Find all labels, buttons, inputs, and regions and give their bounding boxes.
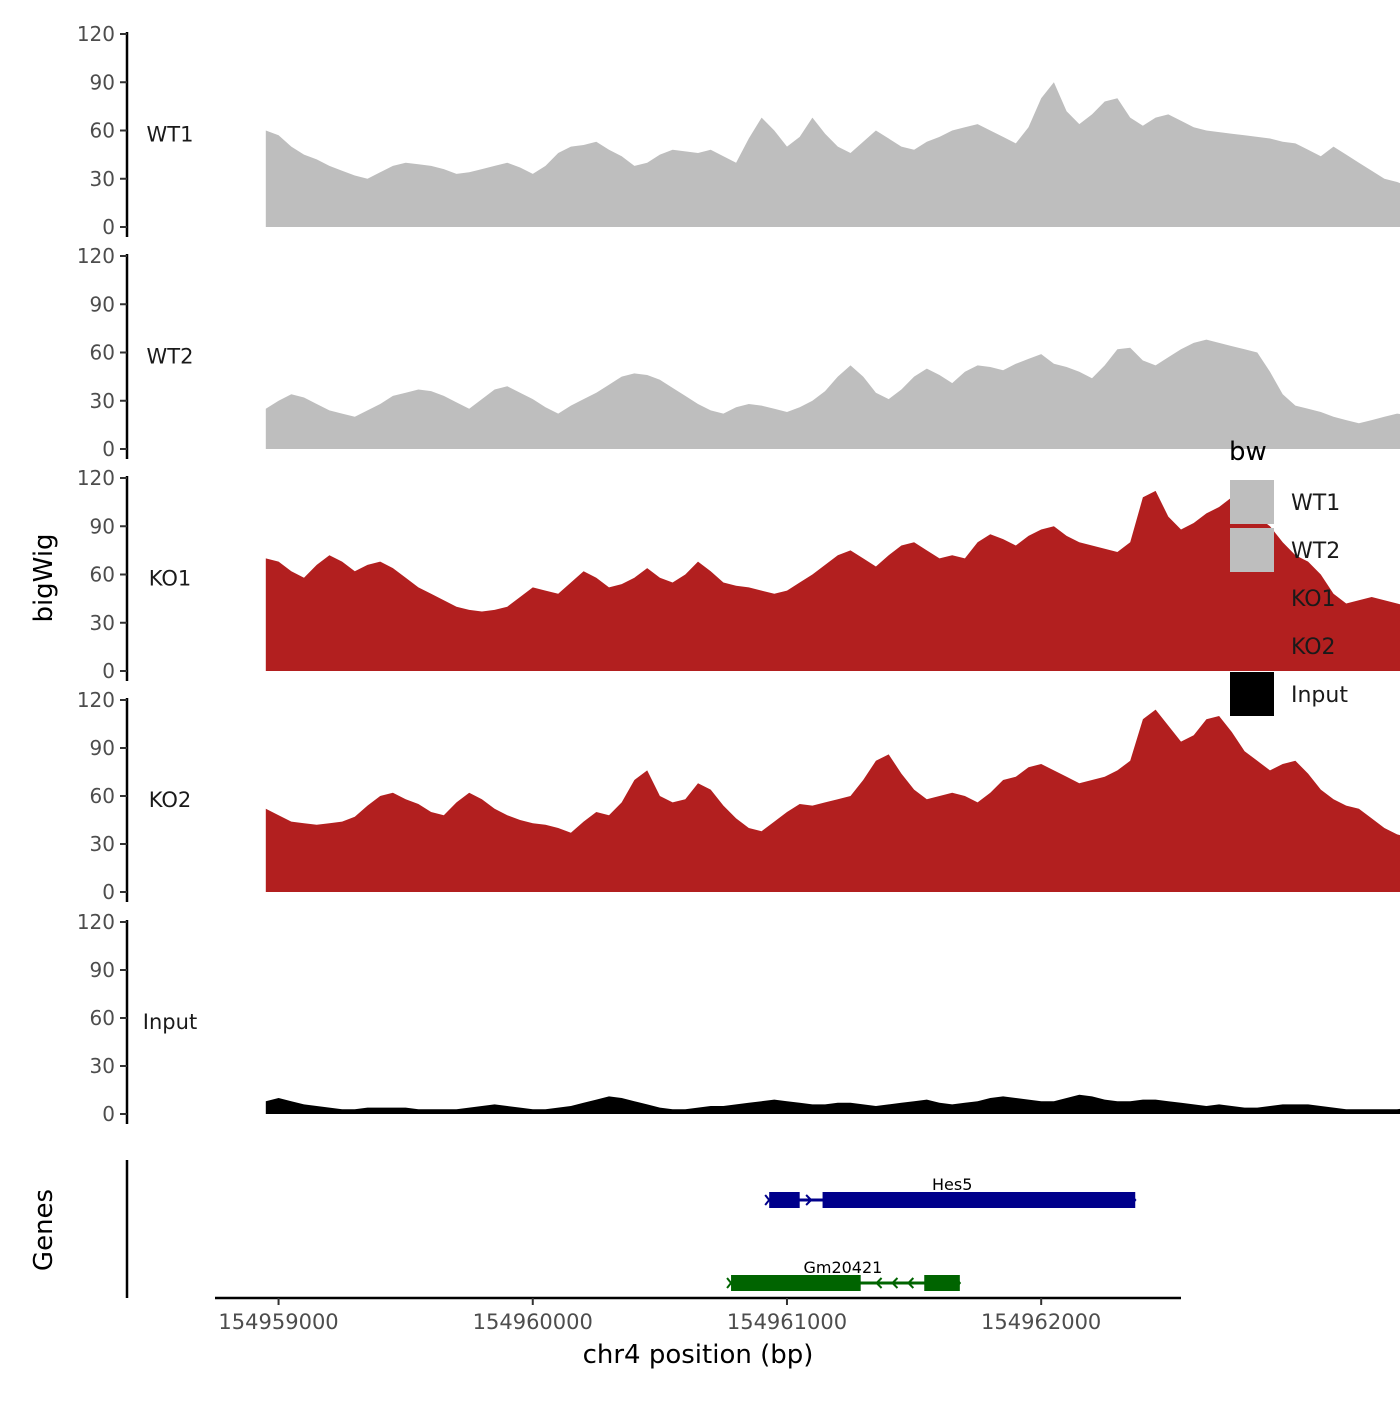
track-input: 0 30 60 90 120 Input [77, 910, 1400, 1126]
area-ko2 [265, 709, 1400, 892]
y-tick-label: 90 [90, 514, 115, 538]
tracks-layer: 0306090120WT10306090120WT20306090120KO10… [77, 22, 1400, 1126]
y-tick-label: 60 [90, 563, 115, 587]
gene-exon [731, 1275, 861, 1291]
track-wt1: 0 30 60 90 120 WT1 [77, 22, 1400, 239]
gene-gm20421: Gm20421 [726, 1258, 962, 1291]
y-tick-label: 0 [102, 437, 115, 461]
x-tick-label: 154961000 [727, 1310, 847, 1334]
legend-title: bw [1229, 437, 1267, 467]
gene-end-cap [955, 1277, 962, 1289]
gene-label-hes5: Hes5 [932, 1175, 972, 1194]
track-label-ko1: KO1 [149, 567, 192, 591]
y-axis-title: bigWig [29, 533, 59, 622]
gene-exon [822, 1192, 1136, 1208]
legend-swatch-input [1230, 672, 1274, 716]
legend: bw WT1 WT2 KO1 KO2 Input [1229, 437, 1348, 716]
track-ko1: 0 30 60 90 120 KO1 [77, 466, 1400, 683]
genes-axis-title: Genes [29, 1189, 59, 1271]
area-input [265, 1094, 1400, 1114]
x-tick-label: 154959000 [218, 1310, 338, 1334]
area-wt1 [265, 82, 1400, 227]
y-tick-label: 0 [102, 215, 115, 239]
genes-layer: Hes5 Gm20421 [125, 1160, 1137, 1298]
gene-label-gm20421: Gm20421 [803, 1258, 882, 1277]
y-tick-label: 120 [77, 22, 115, 46]
x-axis-title: chr4 position (bp) [583, 1340, 814, 1370]
y-tick-label: 30 [90, 167, 115, 191]
area-wt2 [265, 339, 1400, 449]
y-tick-label: 120 [77, 688, 115, 712]
y-tick-label: 60 [90, 341, 115, 365]
y-tick-label: 120 [77, 910, 115, 934]
legend-label-input: Input [1291, 683, 1348, 708]
legend-label-ko1: KO1 [1291, 587, 1336, 612]
y-tick-label: 30 [90, 832, 115, 856]
x-tick-label: 154960000 [473, 1310, 593, 1334]
track-label-ko2: KO2 [149, 788, 192, 812]
legend-swatch-ko1 [1230, 576, 1274, 620]
track-wt2: 0 30 60 90 120 WT2 [77, 244, 1400, 461]
legend-swatch-wt1 [1230, 480, 1274, 524]
legend-label-ko2: KO2 [1291, 635, 1336, 660]
gene-end-cap [1130, 1194, 1137, 1206]
y-tick-label: 90 [90, 736, 115, 760]
y-tick-label: 30 [90, 611, 115, 635]
strand-arrow [906, 1277, 915, 1289]
gene-exon [924, 1275, 960, 1291]
gene-exon [769, 1192, 800, 1208]
y-tick-label: 90 [90, 70, 115, 94]
gene-end-cap [764, 1194, 771, 1206]
x-axis: 154959000 154960000 154961000 154962000 [215, 1296, 1181, 1334]
track-ko2: 0 30 60 90 120 KO2 [77, 688, 1400, 904]
y-tick-label: 60 [90, 1006, 115, 1030]
y-tick-label: 30 [90, 389, 115, 413]
track-label-wt1: WT1 [147, 123, 194, 147]
legend-label-wt2: WT2 [1291, 539, 1340, 564]
x-tick-label: 154962000 [981, 1310, 1101, 1334]
y-tick-label: 90 [90, 292, 115, 316]
y-tick-label: 60 [90, 784, 115, 808]
y-tick-label: 120 [77, 244, 115, 268]
legend-label-wt1: WT1 [1291, 491, 1340, 516]
area-ko1 [265, 490, 1400, 671]
y-tick-label: 0 [102, 1102, 115, 1126]
y-tick-label: 0 [102, 880, 115, 904]
strand-arrow [891, 1277, 899, 1289]
track-label-input: Input [143, 1010, 197, 1034]
strand-arrow [875, 1277, 883, 1289]
y-tick-label: 60 [90, 119, 115, 143]
y-tick-label: 0 [102, 659, 115, 683]
legend-swatch-wt2 [1230, 528, 1274, 572]
y-tick-label: 120 [77, 466, 115, 490]
track-label-wt2: WT2 [147, 345, 194, 369]
gene-hes5: Hes5 [764, 1175, 1137, 1208]
gene-end-cap [726, 1277, 733, 1289]
y-tick-label: 90 [90, 958, 115, 982]
legend-swatch-ko2 [1230, 624, 1274, 668]
y-tick-label: 30 [90, 1054, 115, 1078]
strand-arrow [805, 1194, 813, 1206]
